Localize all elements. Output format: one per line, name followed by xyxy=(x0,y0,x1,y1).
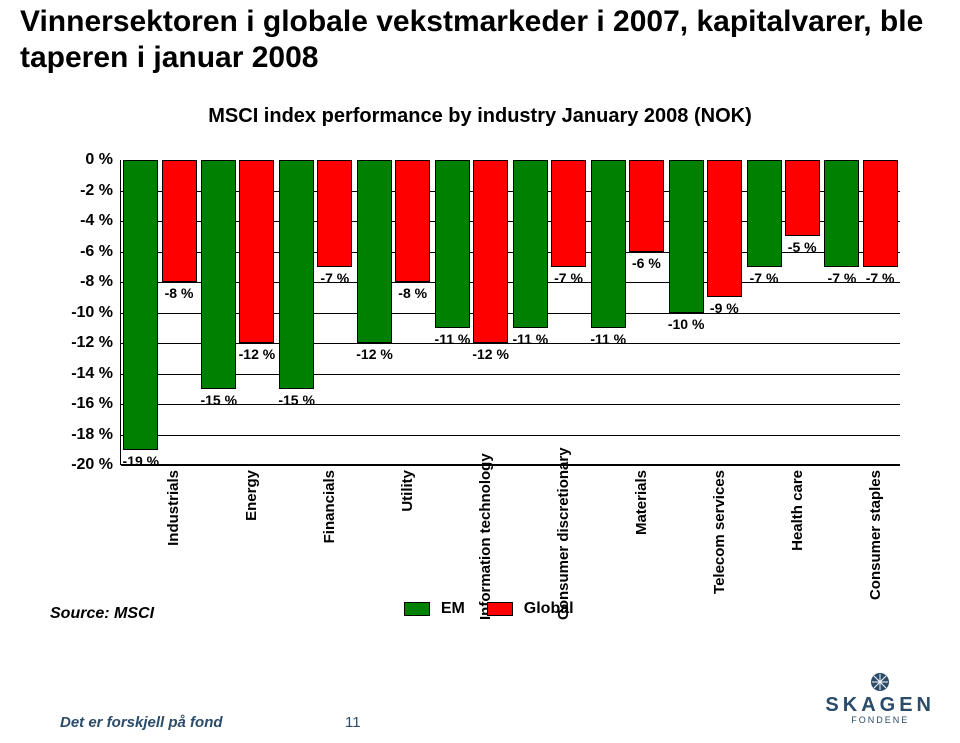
bar-em: -19 % xyxy=(123,160,158,450)
bar-group: -7 %-5 % xyxy=(744,160,822,464)
chart-subtitle: MSCI index performance by industry Janua… xyxy=(0,105,960,128)
bar-global: -9 % xyxy=(707,160,742,297)
y-tick-label: -14 % xyxy=(71,365,121,383)
y-tick-label: -8 % xyxy=(80,273,121,291)
bar-label-global: -7 % xyxy=(554,270,583,286)
category-label: Energy xyxy=(243,470,260,620)
bar-label-global: -5 % xyxy=(788,239,817,255)
bar-label-em: -10 % xyxy=(668,316,705,332)
bar-global: -5 % xyxy=(785,160,820,236)
bar-label-global: -7 % xyxy=(320,270,349,286)
y-tick-label: -18 % xyxy=(71,426,121,444)
bar-label-em: -11 % xyxy=(435,331,471,347)
bar-group: -11 %-6 % xyxy=(588,160,666,464)
bar-em: -10 % xyxy=(669,160,704,313)
bar-group: -15 %-7 % xyxy=(277,160,355,464)
bar-global: -8 % xyxy=(395,160,430,282)
bar-label-em: -15 % xyxy=(200,392,237,408)
bar-label-global: -6 % xyxy=(632,255,661,271)
bar-global: -7 % xyxy=(551,160,586,267)
bar-global: -12 % xyxy=(239,160,274,343)
y-tick-label: 0 % xyxy=(85,151,121,169)
chart: 0 %-2 %-4 %-6 %-8 %-10 %-12 %-14 %-16 %-… xyxy=(50,160,920,590)
bar-em: -12 % xyxy=(357,160,392,343)
y-tick-label: -4 % xyxy=(80,212,121,230)
logo-brand: SKAGEN xyxy=(825,694,935,717)
bar-group: -12 %-8 % xyxy=(355,160,433,464)
category-label: Consumer staples xyxy=(867,470,884,620)
bar-label-global: -8 % xyxy=(165,285,194,301)
source-label: Source: MSCI xyxy=(50,605,154,623)
category-label: Consumer discretionary xyxy=(555,470,572,620)
gridline xyxy=(121,465,900,466)
bar-label-global: -7 % xyxy=(866,270,895,286)
page-number: 11 xyxy=(345,714,361,731)
footer-text: Det er forskjell på fond xyxy=(60,714,223,731)
bar-label-em: -15 % xyxy=(278,392,315,408)
bar-group: -19 %-8 % xyxy=(121,160,199,464)
bar-group: -11 %-12 % xyxy=(433,160,511,464)
bar-label-global: -12 % xyxy=(472,346,509,362)
legend-swatch-global xyxy=(487,602,513,616)
bar-label-em: -11 % xyxy=(512,331,548,347)
category-label: Health care xyxy=(789,470,806,620)
bar-em: -11 % xyxy=(435,160,470,328)
category-label: Materials xyxy=(633,470,650,620)
category-label: Industrials xyxy=(165,470,182,620)
bar-label-global: -8 % xyxy=(398,285,427,301)
bar-label-em: -11 % xyxy=(590,331,626,347)
bar-group: -10 %-9 % xyxy=(666,160,744,464)
bar-em: -11 % xyxy=(591,160,626,328)
bar-em: -15 % xyxy=(201,160,236,389)
bar-em: -15 % xyxy=(279,160,314,389)
bar-label-global: -9 % xyxy=(710,300,739,316)
category-label: Telecom services xyxy=(711,470,728,620)
bar-global: -6 % xyxy=(629,160,664,252)
category-label: Financials xyxy=(321,470,338,620)
plot-area: 0 %-2 %-4 %-6 %-8 %-10 %-12 %-14 %-16 %-… xyxy=(120,160,900,465)
bar-group: -15 %-12 % xyxy=(199,160,277,464)
category-label: Information technology xyxy=(477,470,494,620)
y-tick-label: -12 % xyxy=(71,334,121,352)
legend-label-em: EM xyxy=(441,600,465,617)
bar-em: -11 % xyxy=(513,160,548,328)
bar-global: -7 % xyxy=(317,160,352,267)
bar-global: -12 % xyxy=(473,160,508,343)
bar-global: -7 % xyxy=(863,160,898,267)
y-tick-label: -10 % xyxy=(71,304,121,322)
y-tick-label: -6 % xyxy=(80,243,121,261)
bar-label-em: -7 % xyxy=(750,270,779,286)
bar-label-global: -12 % xyxy=(239,346,276,362)
logo: SKAGEN FONDENE xyxy=(825,672,935,725)
bar-em: -7 % xyxy=(824,160,859,267)
y-tick-label: -16 % xyxy=(71,395,121,413)
bar-global: -8 % xyxy=(162,160,197,282)
bar-group: -11 %-7 % xyxy=(511,160,589,464)
page-title: Vinnersektoren i globale vekstmarkeder i… xyxy=(20,4,940,76)
category-label: Utility xyxy=(399,470,416,620)
bar-label-em: -7 % xyxy=(828,270,857,286)
bar-label-em: -19 % xyxy=(123,453,160,469)
bar-em: -7 % xyxy=(747,160,782,267)
logo-icon xyxy=(870,672,890,692)
bar-group: -7 %-7 % xyxy=(822,160,900,464)
legend-swatch-em xyxy=(404,602,430,616)
y-tick-label: -20 % xyxy=(71,456,121,474)
legend-label-global: Global xyxy=(524,600,574,617)
bar-label-em: -12 % xyxy=(356,346,393,362)
y-tick-label: -2 % xyxy=(80,182,121,200)
